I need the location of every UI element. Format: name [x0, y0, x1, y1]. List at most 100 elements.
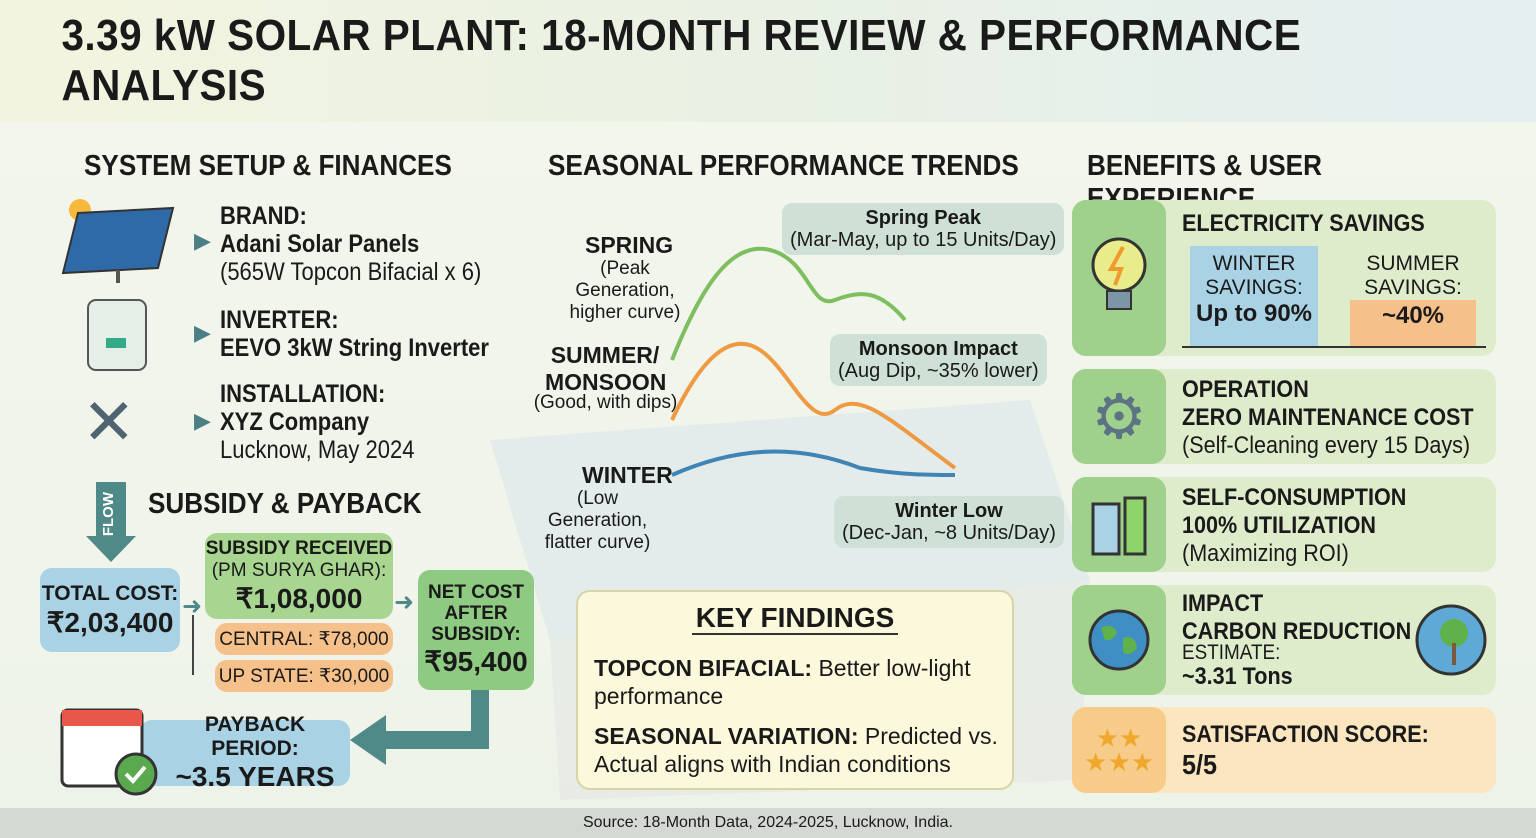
monsoon-callout: Monsoon Impact (Aug Dip, ~35% lower) [830, 334, 1047, 386]
setup-heading: SYSTEM SETUP & FINANCES [84, 150, 452, 182]
net-cost-box: NET COST AFTER SUBSIDY: ₹95,400 [418, 570, 534, 690]
satisfaction-value: 5/5 [1182, 749, 1218, 780]
tools-icon: ✕ [82, 386, 136, 458]
finding-item: TOPCON BIFACIAL: Better low-light perfor… [594, 654, 994, 710]
battery-icon [1072, 477, 1166, 572]
gear-wrench-icon: ⚙ [1072, 369, 1166, 464]
payback-label: PAYBACK PERIOD: [204, 713, 306, 760]
summer-desc: (Good, with dips) [533, 392, 678, 413]
spring-desc: (Peak Generation, higher curve) [569, 258, 681, 323]
savings-title: ELECTRICITY SAVINGS [1182, 210, 1425, 237]
arrow-icon: ▶ [194, 228, 211, 253]
seasonal-heading: SEASONAL PERFORMANCE TRENDS [548, 150, 1019, 182]
winter-savings-value: Up to 90% [1195, 300, 1312, 327]
summer-curve [670, 341, 957, 470]
arrow-icon: ➜ [182, 593, 203, 620]
flow-arrow [96, 482, 126, 538]
installation-value: XYZ Company [220, 408, 370, 436]
consumption-subtitle: 100% UTILIZATION [1182, 512, 1377, 539]
stars-check-icon: ★★ ★★★ [1072, 707, 1166, 793]
solar-panel-icon [61, 199, 175, 283]
findings-heading: KEY FINDINGS [691, 602, 899, 635]
consumption-title: SELF-CONSUMPTION [1182, 484, 1407, 511]
subsidy-received-value: ₹1,08,000 [235, 582, 363, 614]
callout-title: Winter Low [895, 500, 1003, 522]
brand-label: BRAND: [220, 202, 307, 230]
winter-desc: (Low Generation, flatter curve) [544, 488, 651, 553]
inverter-label: INVERTER: [220, 306, 339, 334]
brand-detail: (565W Topcon Bifacial x 6) [220, 258, 482, 286]
callout-title: Spring Peak [865, 207, 981, 229]
consumption-card: SELF-CONSUMPTION 100% UTILIZATION (Maxim… [1072, 477, 1496, 572]
finding-text: Predicted vs. Actual aligns with Indian … [594, 723, 998, 777]
winter-callout: Winter Low (Dec-Jan, ~8 Units/Day) [834, 496, 1064, 548]
source-footer: Source: 18-Month Data, 2024-2025, Luckno… [0, 808, 1536, 838]
callout-detail: (Mar-May, up to 15 Units/Day) [790, 229, 1057, 251]
callout-detail: (Aug Dip, ~35% lower) [838, 360, 1039, 382]
operation-card: ⚙ OPERATION ZERO MAINTENANCE COST (Self-… [1072, 369, 1496, 464]
earth-tree-icon [1415, 604, 1487, 676]
subsidy-received-label: SUBSIDY RECEIVED [205, 537, 393, 559]
winter-curve [671, 449, 956, 477]
payback-arrow [350, 690, 489, 765]
savings-card: ELECTRICITY SAVINGS WINTER SAVINGS: Up to… [1072, 200, 1496, 356]
calendar-check-icon [60, 708, 158, 796]
impact-subtitle: CARBON REDUCTION [1182, 618, 1412, 645]
spring-curve [670, 246, 907, 361]
impact-title: IMPACT [1182, 590, 1264, 617]
seasonal-curves [670, 246, 957, 477]
title-banner: 3.39 kW SOLAR PLANT: 18-MONTH REVIEW & P… [0, 0, 1536, 122]
connector-line [192, 615, 194, 675]
impact-detail: ESTIMATE: [1182, 641, 1281, 664]
summer-savings-value: ~40% [1350, 300, 1476, 346]
consumption-detail: (Maximizing ROI) [1182, 540, 1349, 567]
net-cost-label: NET COST AFTER SUBSIDY: [427, 582, 525, 645]
installation-detail: Lucknow, May 2024 [220, 436, 415, 464]
state-subsidy: UP STATE: ₹30,000 [215, 660, 393, 692]
spring-label: SPRING [585, 232, 674, 258]
total-cost-value: ₹2,03,400 [46, 606, 174, 638]
subsidy-received-box: SUBSIDY RECEIVED (PM SURYA GHAR): ₹1,08,… [205, 533, 393, 619]
payback-box: PAYBACK PERIOD: ~3.5 YEARS [140, 713, 350, 792]
finding-label: SEASONAL VARIATION: [594, 723, 859, 749]
winter-label: WINTER [582, 462, 673, 488]
arrow-icon: ▶ [194, 320, 211, 345]
impact-value: ~3.31 Tons [1182, 663, 1293, 690]
flow-label: FLOW [100, 492, 117, 537]
arrow-icon: ▶ [194, 408, 211, 433]
winter-savings-label: WINTER SAVINGS: [1205, 252, 1303, 299]
finding-text: Better low-light performance [594, 655, 971, 709]
baseline [1182, 346, 1486, 348]
brand-value: Adani Solar Panels [220, 230, 420, 258]
lightbulb-icon [1072, 200, 1166, 356]
installation-label: INSTALLATION: [220, 380, 386, 408]
inverter-icon [87, 299, 147, 371]
finding-label: TOPCON BIFACIAL: [594, 655, 813, 681]
callout-detail: (Dec-Jan, ~8 Units/Day) [842, 522, 1056, 544]
subsidy-heading: SUBSIDY & PAYBACK [148, 488, 422, 520]
callout-title: Monsoon Impact [858, 338, 1018, 360]
summer-savings-label: SUMMER SAVINGS: [1364, 252, 1462, 299]
operation-detail: (Self-Cleaning every 15 Days) [1182, 432, 1471, 459]
key-findings-panel: KEY FINDINGS TOPCON BIFACIAL: Better low… [576, 590, 1014, 790]
arrow-icon: ➜ [394, 589, 415, 616]
operation-subtitle: ZERO MAINTENANCE COST [1182, 404, 1474, 431]
subsidy-scheme: (PM SURYA GHAR): [211, 559, 387, 581]
impact-card: IMPACT CARBON REDUCTION ESTIMATE: ~3.31 … [1072, 585, 1496, 695]
satisfaction-title: SATISFACTION SCORE: [1182, 721, 1429, 748]
central-subsidy: CENTRAL: ₹78,000 [215, 623, 393, 655]
finding-item: SEASONAL VARIATION: Predicted vs. Actual… [594, 722, 1004, 778]
satisfaction-card: ★★ ★★★ SATISFACTION SCORE: 5/5 [1072, 707, 1496, 793]
winter-savings: WINTER SAVINGS: Up to 90% [1190, 246, 1318, 346]
total-cost-label: TOTAL COST: [41, 581, 179, 605]
net-cost-value: ₹95,400 [424, 646, 528, 677]
payback-value: ~3.5 YEARS [175, 761, 335, 792]
operation-title: OPERATION [1182, 376, 1309, 403]
summer-label: SUMMER/ MONSOON [545, 342, 667, 395]
globe-icon [1072, 585, 1166, 695]
flow-arrow-head [86, 536, 136, 562]
page-title: 3.39 kW SOLAR PLANT: 18-MONTH REVIEW & P… [61, 11, 1302, 110]
total-cost-box: TOTAL COST: ₹2,03,400 [40, 568, 180, 652]
inverter-value: EEVO 3kW String Inverter [220, 334, 489, 362]
spring-callout: Spring Peak (Mar-May, up to 15 Units/Day) [782, 203, 1065, 255]
